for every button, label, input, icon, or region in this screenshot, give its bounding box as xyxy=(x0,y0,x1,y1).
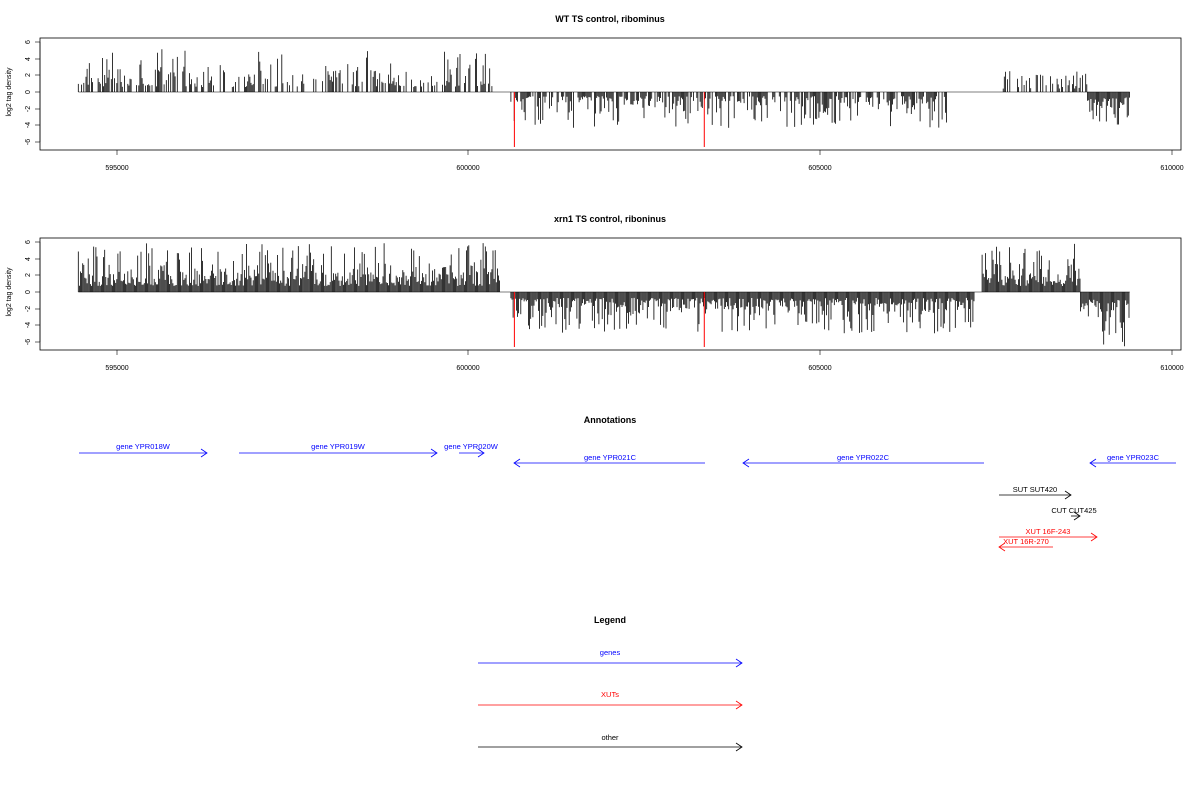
wt-xtick-label: 605000 xyxy=(808,165,831,172)
wt-ytick-label: -6 xyxy=(25,139,32,145)
wt-density-bars xyxy=(77,49,1130,147)
feature-gene-ypr021c: gene YPR021C xyxy=(513,453,705,468)
xrn1-track-title: xrn1 TS control, riboninus xyxy=(554,214,666,224)
wt-track-title: WT TS control, ribominus xyxy=(555,14,665,24)
feature-gene-ypr018w: gene YPR018W xyxy=(79,442,208,458)
annotations-title: Annotations xyxy=(584,415,637,425)
xrn1-ytick-label: 6 xyxy=(25,240,32,244)
feature-gene-ypr019w: gene YPR019W xyxy=(239,442,438,458)
xrn1-xtick-label: 610000 xyxy=(1160,365,1183,372)
xrn1-y-axis: 6 4 2 0 -2 -4 -6 xyxy=(25,240,41,345)
xrn1-x-axis: 595000 600000 605000 610000 xyxy=(105,350,1184,372)
legend-title: Legend xyxy=(594,615,626,625)
feature-label: gene YPR022C xyxy=(837,453,890,462)
feature-sut420: SUT SUT420 xyxy=(999,485,1072,500)
xrn1-ytick-label: -2 xyxy=(25,306,32,312)
feature-gene-ypr020w: gene YPR020W xyxy=(444,442,499,458)
wt-ytick-label: -4 xyxy=(25,122,32,128)
legend-item-genes: genes xyxy=(478,648,743,668)
xrn1-ytick-label: 4 xyxy=(25,257,32,261)
feature-label: gene YPR021C xyxy=(584,453,637,462)
xrn1-ytick-label: 2 xyxy=(25,273,32,277)
feature-label: gene YPR019W xyxy=(311,442,366,451)
legend-item-other: other xyxy=(478,733,743,752)
wt-ytick-label: 2 xyxy=(25,73,32,77)
xrn1-ytick-label: 0 xyxy=(25,290,32,294)
wt-xtick-label: 595000 xyxy=(105,165,128,172)
wt-xtick-label: 610000 xyxy=(1160,165,1183,172)
legend-label: XUTs xyxy=(601,690,619,699)
xrn1-xtick-label: 600000 xyxy=(456,365,479,372)
legend-label: other xyxy=(601,733,619,742)
feature-cut425: CUT CUT425 xyxy=(1051,506,1097,521)
wt-y-axis: 6 4 2 0 -2 -4 -6 xyxy=(25,40,41,145)
feature-label: gene YPR018W xyxy=(116,442,171,451)
feature-label: gene YPR020W xyxy=(444,442,499,451)
feature-xut-16f-243: XUT 16F-243 xyxy=(999,527,1098,542)
annotations-panel: Annotations gene YPR018W gene YPR019W ge… xyxy=(79,415,1176,552)
wt-xtick-label: 600000 xyxy=(456,165,479,172)
wt-ytick-label: 4 xyxy=(25,57,32,61)
wt-ytick-label: -2 xyxy=(25,106,32,112)
legend-item-xuts: XUTs xyxy=(478,690,743,710)
feature-label: XUT 16R-270 xyxy=(1003,537,1049,546)
feature-label: CUT CUT425 xyxy=(1051,506,1096,515)
legend: Legend genes XUTs other xyxy=(478,615,743,752)
wt-plot-frame xyxy=(39,37,1182,151)
wt-x-axis: 595000 600000 605000 610000 xyxy=(105,150,1184,172)
feature-label: gene YPR023C xyxy=(1107,453,1160,462)
feature-label: SUT SUT420 xyxy=(1013,485,1057,494)
wt-track-panel: WT TS control, ribominus log2 tag densit… xyxy=(6,14,1184,172)
feature-label: XUT 16F-243 xyxy=(1026,527,1071,536)
wt-ytick-label: 6 xyxy=(25,40,32,44)
wt-ytick-label: 0 xyxy=(25,90,32,94)
xrn1-track-panel: xrn1 TS control, riboninus log2 tag dens… xyxy=(6,214,1184,372)
legend-label: genes xyxy=(600,648,621,657)
xrn1-ytick-label: -6 xyxy=(25,339,32,345)
xrn1-xtick-label: 595000 xyxy=(105,365,128,372)
feature-gene-ypr022c: gene YPR022C xyxy=(742,453,984,468)
xrn1-y-axis-label: log2 tag density xyxy=(6,267,13,317)
wt-y-axis-label: log2 tag density xyxy=(6,67,13,117)
xrn1-xtick-label: 605000 xyxy=(808,365,831,372)
feature-xut-16r-270: XUT 16R-270 xyxy=(998,537,1053,552)
xrn1-density-bars xyxy=(77,243,1130,347)
feature-gene-ypr023c: gene YPR023C xyxy=(1089,453,1176,468)
xrn1-ytick-label: -4 xyxy=(25,322,32,328)
